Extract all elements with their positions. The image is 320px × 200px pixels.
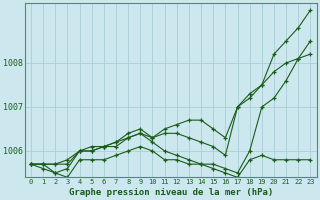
X-axis label: Graphe pression niveau de la mer (hPa): Graphe pression niveau de la mer (hPa) <box>68 188 273 197</box>
